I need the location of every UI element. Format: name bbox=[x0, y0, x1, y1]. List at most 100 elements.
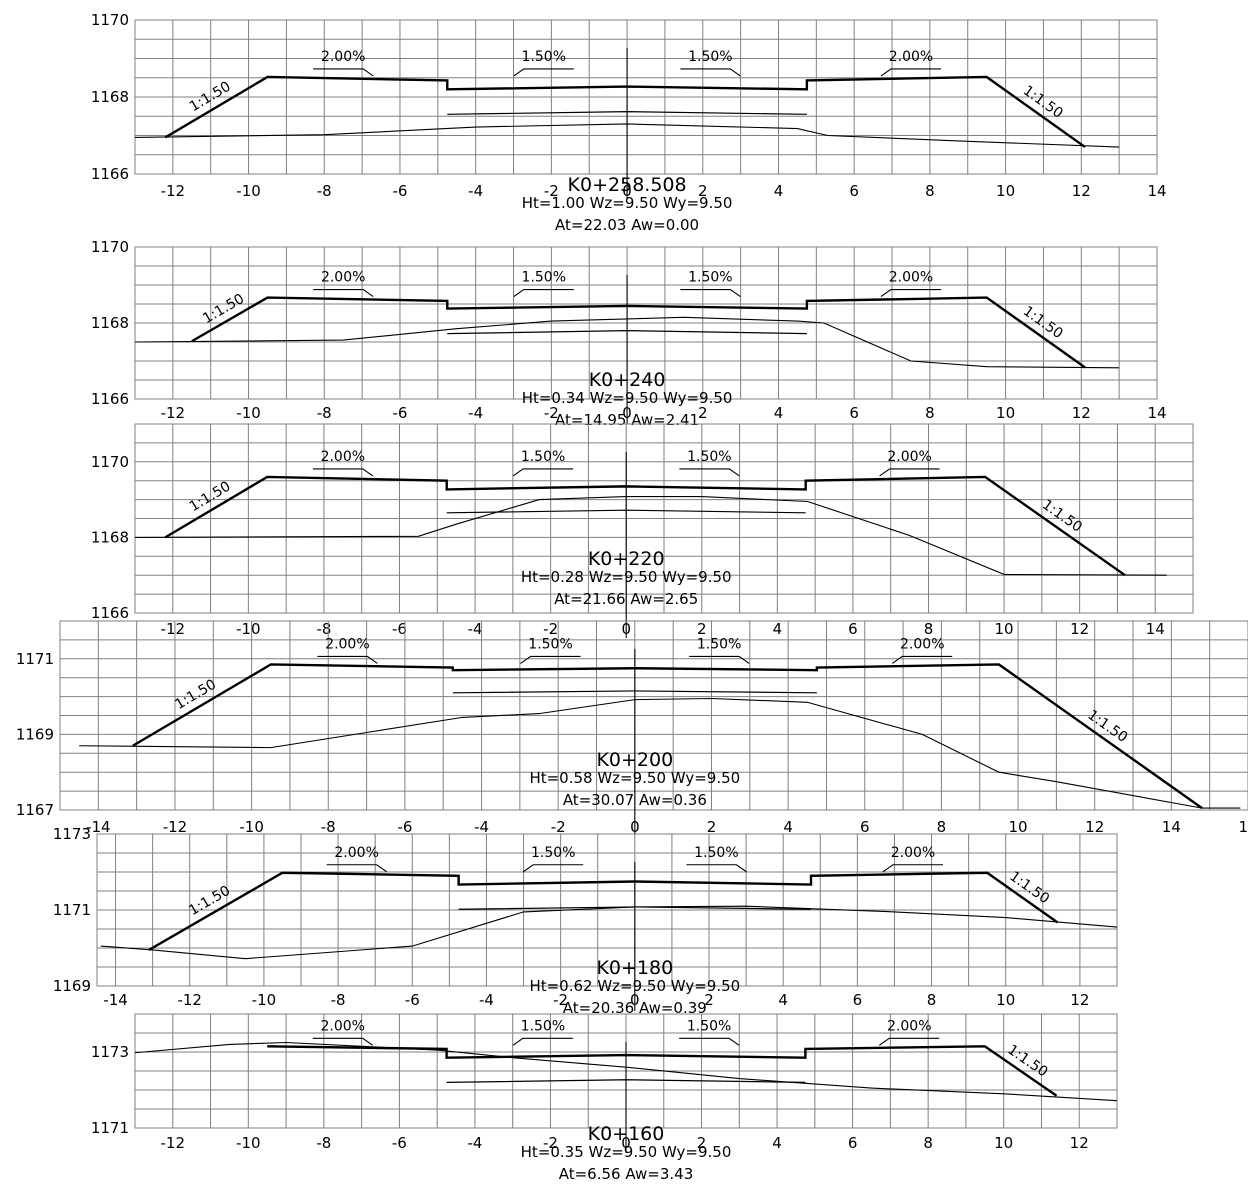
x-tick-label: 14 bbox=[1162, 818, 1181, 836]
slope-arrow bbox=[313, 288, 374, 297]
x-tick-label: 12 bbox=[1072, 182, 1091, 200]
y-tick-label: 1170 bbox=[91, 11, 129, 29]
x-tick-label: -6 bbox=[392, 404, 407, 422]
slope-label: 1.50% bbox=[687, 1018, 731, 1034]
slope-arrow bbox=[313, 68, 374, 77]
slope-arrow bbox=[520, 655, 581, 664]
grid bbox=[134, 19, 1158, 175]
x-tick-label: 8 bbox=[927, 991, 937, 1009]
ground-line bbox=[134, 123, 1120, 148]
y-tick-label: 1173 bbox=[91, 1043, 129, 1061]
height-width-label: Ht=0.28 Wz=9.50 Wy=9.50 bbox=[521, 568, 732, 586]
x-tick-label: -10 bbox=[252, 991, 277, 1009]
x-tick-label: 8 bbox=[925, 182, 935, 200]
slope-label: 2.00% bbox=[334, 845, 378, 861]
x-tick-label: -2 bbox=[551, 818, 566, 836]
slope-label: 1.50% bbox=[528, 636, 572, 652]
x-tick-label: -4 bbox=[467, 1134, 482, 1152]
slope-label: 1.50% bbox=[522, 49, 566, 65]
x-tick-label: -2 bbox=[543, 1134, 558, 1152]
y-tick-label: 1170 bbox=[91, 453, 129, 471]
slope-arrow bbox=[312, 468, 374, 477]
slope-arrow bbox=[880, 288, 941, 297]
slope-label: 1.50% bbox=[688, 49, 732, 65]
slope-arrow bbox=[689, 655, 750, 664]
x-tick-label: 10 bbox=[996, 991, 1015, 1009]
area-label: At=6.56 Aw=3.43 bbox=[559, 1165, 694, 1183]
x-tick-label: -2 bbox=[544, 404, 559, 422]
plot-frame bbox=[134, 423, 1194, 614]
x-tick-label: 6 bbox=[849, 182, 859, 200]
slope-label: 1.50% bbox=[531, 845, 575, 861]
x-tick-label: -10 bbox=[236, 620, 261, 638]
slope-arrow bbox=[680, 288, 741, 297]
station-label: K0+160 bbox=[588, 1123, 665, 1145]
x-tick-label: 4 bbox=[772, 1134, 782, 1152]
x-tick-label: 10 bbox=[996, 404, 1015, 422]
x-tick-label: -12 bbox=[161, 620, 186, 638]
height-width-label: Ht=0.34 Wz=9.50 Wy=9.50 bbox=[522, 389, 733, 407]
height-width-label: Ht=0.58 Wz=9.50 Wy=9.50 bbox=[529, 769, 740, 787]
station-label: K0+180 bbox=[596, 957, 673, 979]
x-tick-label: 8 bbox=[937, 818, 947, 836]
area-label: At=14.95 Aw=2.41 bbox=[555, 411, 699, 429]
slope-label: 1.50% bbox=[687, 449, 731, 465]
subgrade-line bbox=[458, 906, 812, 910]
x-tick-label: -10 bbox=[236, 404, 261, 422]
slope-arrow bbox=[512, 1037, 573, 1046]
slope-label: 2.00% bbox=[891, 845, 935, 861]
x-tick-label: 6 bbox=[848, 1134, 858, 1152]
slope-label: 2.00% bbox=[889, 49, 933, 65]
x-tick-label: -12 bbox=[161, 182, 186, 200]
x-tick-label: 2 bbox=[698, 182, 708, 200]
ground-line bbox=[134, 1041, 1118, 1102]
slope-label: 1.50% bbox=[688, 270, 732, 286]
slope-arrow bbox=[680, 68, 741, 77]
slope-arrow bbox=[326, 864, 387, 873]
station-label: K0+220 bbox=[588, 548, 665, 570]
x-tick-label: 14 bbox=[1147, 182, 1166, 200]
design-profile bbox=[164, 475, 1126, 577]
y-tick-label: 1168 bbox=[91, 88, 129, 106]
section-k0-180: -14 -12 -10 -8 -6 -4 -2 0 2 4 6 8 10 121169117111732.… bbox=[53, 825, 1118, 1017]
slope-arrow bbox=[679, 1037, 740, 1046]
x-tick-label: 6 bbox=[853, 991, 863, 1009]
x-tick-label: -8 bbox=[317, 404, 332, 422]
y-tick-label: 1171 bbox=[53, 901, 91, 919]
design-profile bbox=[148, 871, 1059, 951]
x-tick-label: 10 bbox=[1009, 818, 1028, 836]
x-tick-label: 4 bbox=[774, 404, 784, 422]
x-tick-label: -8 bbox=[317, 182, 332, 200]
ground-line bbox=[100, 905, 1118, 960]
x-tick-label: -2 bbox=[544, 182, 559, 200]
x-tick-label: 2 bbox=[707, 818, 717, 836]
slope-arrow bbox=[878, 1037, 940, 1046]
slope-arrow bbox=[513, 68, 574, 77]
subgrade-line bbox=[452, 690, 817, 694]
slope-label: 2.00% bbox=[325, 636, 369, 652]
subgrade-line bbox=[446, 509, 806, 514]
y-tick-label: 1171 bbox=[16, 650, 54, 668]
subgrade-line bbox=[447, 329, 807, 335]
x-tick-label: 10 bbox=[994, 1134, 1013, 1152]
x-tick-label: 4 bbox=[778, 991, 788, 1009]
x-tick-label: 4 bbox=[774, 182, 784, 200]
design-profile bbox=[267, 1045, 1058, 1097]
x-tick-label: 10 bbox=[996, 182, 1015, 200]
ground-line bbox=[134, 316, 1120, 369]
height-width-label: Ht=1.00 Wz=9.50 Wy=9.50 bbox=[522, 194, 733, 212]
x-tick-label: 2 bbox=[704, 991, 714, 1009]
x-tick-label: -14 bbox=[103, 991, 128, 1009]
x-tick-label: 2 bbox=[698, 404, 708, 422]
x-tick-label: -8 bbox=[316, 620, 331, 638]
slope-label: 1.50% bbox=[521, 1018, 565, 1034]
slope-label: 2.00% bbox=[321, 49, 365, 65]
x-tick-label: 4 bbox=[783, 818, 793, 836]
slope-arrow bbox=[312, 1037, 374, 1046]
slope-arrow bbox=[317, 655, 378, 664]
x-tick-label: 8 bbox=[925, 404, 935, 422]
x-tick-label: 10 bbox=[995, 620, 1014, 638]
x-tick-label: -4 bbox=[468, 620, 483, 638]
